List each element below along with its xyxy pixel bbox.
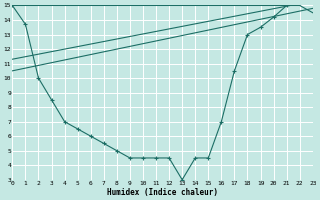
X-axis label: Humidex (Indice chaleur): Humidex (Indice chaleur): [107, 188, 218, 197]
